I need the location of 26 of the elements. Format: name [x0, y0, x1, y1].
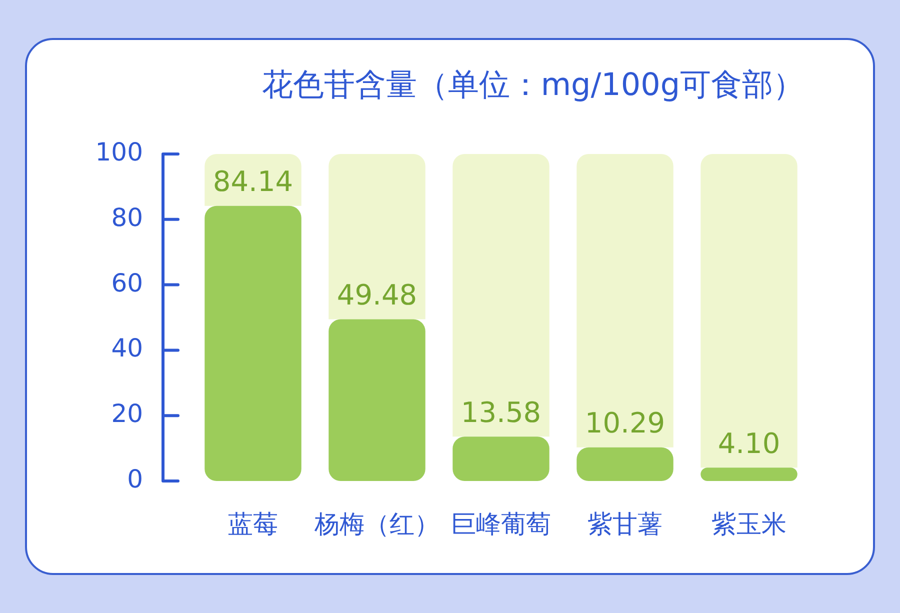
y-tick-label: 20 [111, 399, 143, 428]
bar [700, 154, 798, 468]
x-tick-label: 杨梅（红） [314, 510, 440, 538]
x-tick-label: 蓝莓 [228, 510, 278, 538]
y-tick-label: 40 [111, 334, 143, 363]
bar [576, 447, 674, 481]
data-label: 84.14 [212, 165, 294, 198]
y-tick-label: 0 [127, 464, 143, 494]
bar [452, 436, 550, 481]
bar [452, 154, 550, 437]
y-tick-label: 80 [111, 202, 143, 232]
bar [700, 468, 798, 481]
data-label: 13.58 [460, 396, 542, 429]
y-tick-label: 100 [95, 138, 143, 166]
y-tick-label: 60 [111, 268, 143, 298]
bar [328, 154, 426, 320]
x-tick-label: 巨峰葡萄 [451, 510, 551, 538]
bar [204, 206, 302, 481]
x-tick-label: 紫玉米 [712, 510, 786, 538]
x-tick-label: 紫甘薯 [588, 510, 662, 538]
data-label: 4.10 [718, 426, 780, 460]
bar [328, 319, 426, 481]
chart-title: 花色苷含量（单位：mg/100g可食部） [262, 66, 804, 104]
bar [576, 154, 674, 448]
data-label: 10.29 [584, 406, 666, 440]
data-label: 49.48 [336, 278, 418, 312]
